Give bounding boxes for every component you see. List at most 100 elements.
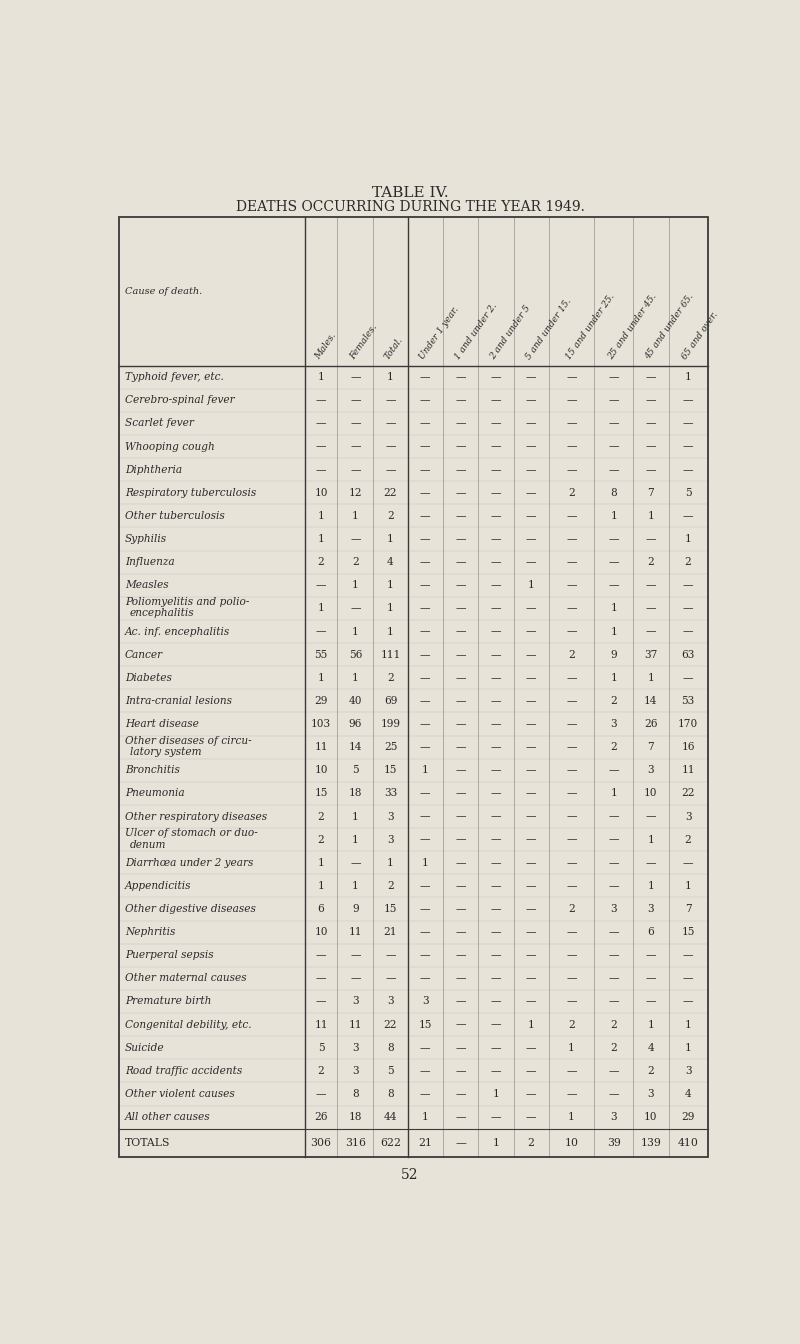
Text: —: — xyxy=(526,511,537,521)
Text: —: — xyxy=(455,649,466,660)
Text: —: — xyxy=(566,927,577,937)
Text: —: — xyxy=(683,626,694,637)
Text: —: — xyxy=(609,950,619,960)
Text: —: — xyxy=(316,465,326,474)
Text: 11: 11 xyxy=(314,742,328,753)
Text: 111: 111 xyxy=(380,649,401,660)
Text: 25 and under 45.: 25 and under 45. xyxy=(606,292,658,362)
Text: —: — xyxy=(609,880,619,891)
Text: 1: 1 xyxy=(422,765,429,775)
Text: —: — xyxy=(316,626,326,637)
Text: —: — xyxy=(316,950,326,960)
Text: Diabetes: Diabetes xyxy=(125,673,172,683)
Text: 2: 2 xyxy=(610,1043,617,1052)
Text: 1: 1 xyxy=(318,673,325,683)
Text: —: — xyxy=(455,950,466,960)
Text: —: — xyxy=(386,465,396,474)
Text: —: — xyxy=(566,696,577,706)
Text: —: — xyxy=(609,927,619,937)
Text: Influenza: Influenza xyxy=(125,558,174,567)
Text: Respiratory tuberculosis: Respiratory tuberculosis xyxy=(125,488,256,497)
Text: —: — xyxy=(646,812,656,821)
Text: —: — xyxy=(490,1020,501,1030)
Text: —: — xyxy=(566,1089,577,1099)
Text: —: — xyxy=(526,534,537,544)
Text: 52: 52 xyxy=(402,1168,418,1183)
Text: 1: 1 xyxy=(352,812,359,821)
Text: 103: 103 xyxy=(311,719,331,728)
Text: 1 and under 2.: 1 and under 2. xyxy=(453,301,499,362)
Text: 7: 7 xyxy=(647,742,654,753)
Text: 2: 2 xyxy=(568,488,575,497)
Text: —: — xyxy=(455,1089,466,1099)
Text: —: — xyxy=(646,857,656,868)
Text: 2: 2 xyxy=(528,1138,534,1148)
Text: 26: 26 xyxy=(644,719,658,728)
Text: —: — xyxy=(420,603,430,613)
Text: 56: 56 xyxy=(349,649,362,660)
Text: —: — xyxy=(455,789,466,798)
Text: 1: 1 xyxy=(610,789,617,798)
Text: —: — xyxy=(683,857,694,868)
Text: —: — xyxy=(350,418,361,429)
Text: 16: 16 xyxy=(682,742,695,753)
Text: 1: 1 xyxy=(647,835,654,844)
Text: —: — xyxy=(455,626,466,637)
Text: Other maternal causes: Other maternal causes xyxy=(125,973,246,984)
Text: —: — xyxy=(566,765,577,775)
Text: Other digestive diseases: Other digestive diseases xyxy=(125,905,256,914)
Text: 4: 4 xyxy=(387,558,394,567)
Text: —: — xyxy=(646,372,656,382)
Text: Puerperal sepsis: Puerperal sepsis xyxy=(125,950,214,960)
Text: —: — xyxy=(566,719,577,728)
Text: —: — xyxy=(420,812,430,821)
Text: 3: 3 xyxy=(387,996,394,1007)
Text: —: — xyxy=(646,395,656,406)
Text: —: — xyxy=(350,465,361,474)
Text: 2: 2 xyxy=(318,558,325,567)
Text: —: — xyxy=(490,742,501,753)
Text: TOTALS: TOTALS xyxy=(125,1138,170,1148)
Text: —: — xyxy=(386,418,396,429)
Text: —: — xyxy=(609,418,619,429)
Text: —: — xyxy=(420,973,430,984)
Text: 1: 1 xyxy=(610,673,617,683)
Text: 5: 5 xyxy=(685,488,691,497)
Text: —: — xyxy=(420,511,430,521)
Text: —: — xyxy=(609,465,619,474)
Text: —: — xyxy=(526,603,537,613)
Text: Intra-cranial lesions: Intra-cranial lesions xyxy=(125,696,232,706)
Text: DEATHS OCCURRING DURING THE YEAR 1949.: DEATHS OCCURRING DURING THE YEAR 1949. xyxy=(235,199,585,214)
Text: —: — xyxy=(455,465,466,474)
Text: —: — xyxy=(455,880,466,891)
Text: 6: 6 xyxy=(318,905,325,914)
Text: —: — xyxy=(455,1020,466,1030)
Text: —: — xyxy=(526,742,537,753)
Text: 69: 69 xyxy=(384,696,397,706)
Text: —: — xyxy=(526,927,537,937)
Text: —: — xyxy=(609,372,619,382)
Text: —: — xyxy=(566,558,577,567)
Text: —: — xyxy=(420,488,430,497)
Text: —: — xyxy=(490,673,501,683)
Text: 199: 199 xyxy=(381,719,401,728)
Text: —: — xyxy=(455,857,466,868)
Text: 45 and under 65.: 45 and under 65. xyxy=(643,292,696,362)
Text: 4: 4 xyxy=(685,1089,691,1099)
Text: —: — xyxy=(609,973,619,984)
Text: 53: 53 xyxy=(682,696,694,706)
Text: 3: 3 xyxy=(352,1043,358,1052)
Text: —: — xyxy=(526,626,537,637)
Text: 2: 2 xyxy=(387,673,394,683)
Text: Typhoid fever, etc.: Typhoid fever, etc. xyxy=(125,372,224,382)
Text: 15: 15 xyxy=(314,789,328,798)
Text: 1: 1 xyxy=(422,857,429,868)
Text: 5 and under 15.: 5 and under 15. xyxy=(524,297,573,362)
Text: 21: 21 xyxy=(418,1138,432,1148)
Text: —: — xyxy=(646,996,656,1007)
Text: Road traffic accidents: Road traffic accidents xyxy=(125,1066,242,1075)
Text: —: — xyxy=(455,534,466,544)
Text: 11: 11 xyxy=(349,1020,362,1030)
Text: Cancer: Cancer xyxy=(125,649,163,660)
Text: Diphtheria: Diphtheria xyxy=(125,465,182,474)
